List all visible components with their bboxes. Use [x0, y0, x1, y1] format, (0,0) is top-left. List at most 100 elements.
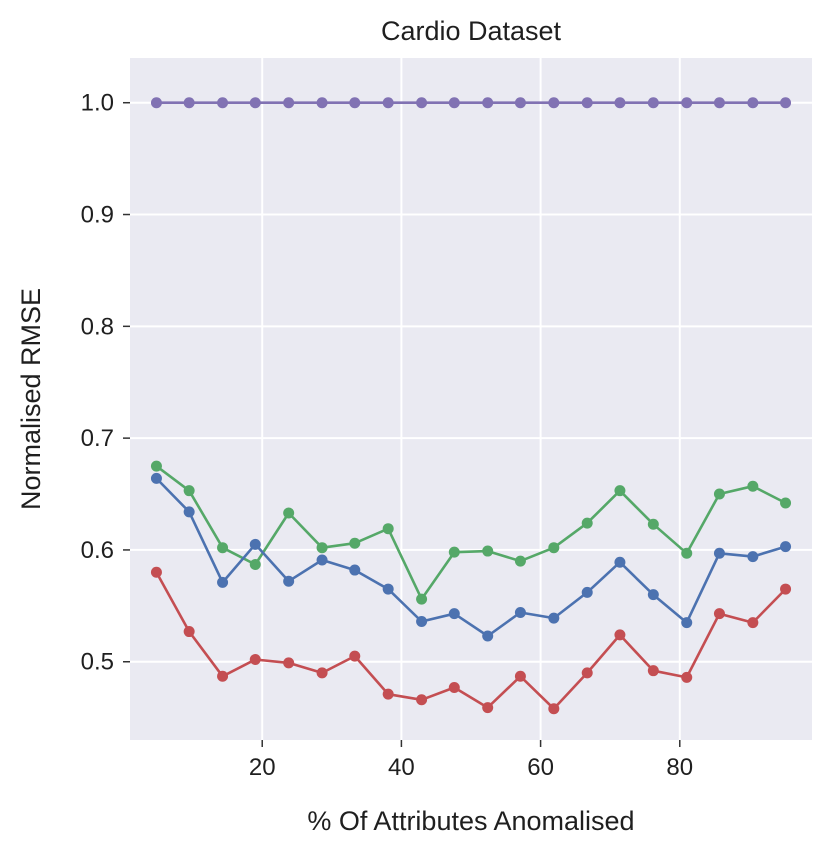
data-point-blue: [416, 615, 428, 627]
data-point-green: [448, 546, 460, 558]
data-point-green: [647, 518, 659, 530]
series-red: [150, 566, 792, 715]
x-axis-label: % Of Attributes Anomalised: [307, 806, 634, 836]
data-point-red: [183, 626, 195, 638]
data-point-purple: [713, 97, 725, 109]
data-point-green: [482, 545, 494, 557]
data-point-purple: [780, 97, 792, 109]
data-point-green: [217, 542, 229, 554]
data-point-red: [448, 681, 460, 693]
data-point-red: [548, 703, 560, 715]
series-line-red: [155, 571, 787, 711]
x-tick-label: 80: [666, 754, 693, 781]
data-point-blue: [349, 564, 361, 576]
data-point-green: [514, 555, 526, 567]
data-point-blue: [283, 575, 295, 587]
data-point-purple: [349, 97, 361, 109]
series-purple: [150, 97, 792, 109]
data-point-purple: [514, 97, 526, 109]
x-tick-label: 60: [527, 754, 554, 781]
data-point-purple: [283, 97, 295, 109]
data-point-purple: [217, 97, 229, 109]
data-point-blue: [316, 554, 328, 566]
data-point-blue: [548, 612, 560, 624]
data-point-blue: [150, 472, 162, 484]
y-tick-label: 0.6: [81, 537, 114, 564]
data-point-purple: [316, 97, 328, 109]
data-point-purple: [448, 97, 460, 109]
data-point-blue: [448, 608, 460, 620]
series-line-blue: [155, 477, 786, 638]
tick-labels: 20 40 60 80 0.5 0.6 0.7 0.8 0.9 1.0: [81, 90, 694, 781]
data-point-blue: [614, 556, 626, 568]
data-point-purple: [382, 97, 394, 109]
data-point-green: [316, 542, 328, 554]
data-point-red: [614, 629, 626, 641]
data-point-green: [283, 507, 295, 519]
data-point-blue: [747, 551, 759, 563]
x-tick-label: 40: [388, 754, 415, 781]
data-point-red: [482, 702, 494, 714]
data-point-blue: [581, 586, 593, 598]
data-point-green: [747, 480, 759, 492]
y-tick-label: 1.0: [81, 90, 114, 117]
data-point-green: [249, 558, 261, 570]
data-point-red: [681, 671, 693, 683]
x-tick-label: 20: [249, 754, 276, 781]
data-point-blue: [183, 506, 195, 518]
chart-title: Cardio Dataset: [381, 16, 562, 46]
data-point-green: [349, 537, 361, 549]
y-axis-label: Normalised RMSE: [16, 288, 46, 510]
data-point-purple: [150, 97, 162, 109]
data-point-purple: [581, 97, 593, 109]
data-point-green: [780, 497, 792, 509]
data-point-purple: [416, 97, 428, 109]
y-tick-label: 0.9: [81, 202, 114, 229]
plot-area: [130, 58, 812, 740]
y-tick-label: 0.8: [81, 313, 114, 340]
data-point-red: [416, 694, 428, 706]
data-point-blue: [382, 583, 394, 595]
series-green: [150, 460, 792, 605]
data-point-green: [382, 523, 394, 535]
data-point-red: [647, 665, 659, 677]
data-point-red: [349, 650, 361, 662]
data-point-purple: [183, 97, 195, 109]
data-point-red: [249, 654, 261, 666]
data-point-purple: [249, 97, 261, 109]
data-point-red: [581, 667, 593, 679]
data-point-purple: [482, 97, 494, 109]
data-point-blue: [713, 547, 725, 559]
data-point-red: [747, 617, 759, 629]
data-point-red: [217, 670, 229, 682]
data-point-purple: [681, 97, 693, 109]
data-point-blue: [780, 541, 792, 553]
data-point-red: [316, 667, 328, 679]
data-point-red: [382, 688, 394, 700]
data-point-blue: [482, 630, 494, 642]
series-group: [150, 97, 792, 715]
data-point-green: [548, 542, 560, 554]
data-point-green: [150, 460, 162, 472]
y-tick-label: 0.5: [81, 649, 114, 676]
data-point-blue: [681, 617, 693, 629]
data-point-purple: [614, 97, 626, 109]
data-point-blue: [217, 576, 229, 588]
data-point-red: [514, 670, 526, 682]
series-blue: [150, 472, 792, 642]
data-point-green: [416, 593, 428, 605]
data-point-red: [713, 608, 725, 620]
data-point-blue: [647, 589, 659, 601]
data-point-green: [681, 547, 693, 559]
data-point-green: [713, 488, 725, 500]
data-point-green: [614, 485, 626, 497]
data-point-red: [780, 583, 792, 595]
data-point-green: [581, 517, 593, 529]
data-point-blue: [249, 538, 261, 550]
data-point-green: [183, 485, 195, 497]
y-tick-label: 0.7: [81, 425, 114, 452]
data-point-red: [283, 657, 295, 669]
data-point-blue: [514, 607, 526, 619]
